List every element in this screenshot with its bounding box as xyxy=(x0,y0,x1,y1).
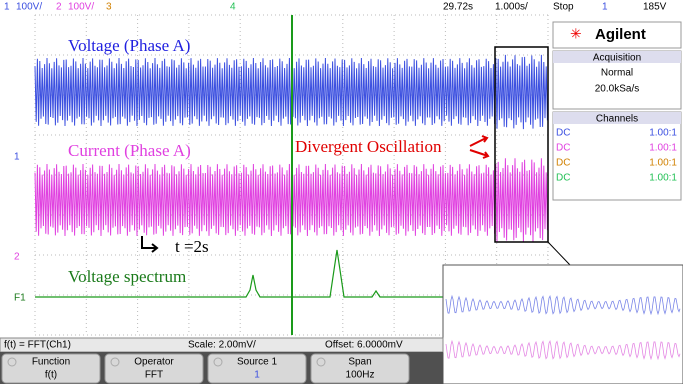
math-marker: F1 xyxy=(14,293,26,304)
time-label: t =2s xyxy=(175,237,209,256)
softkey-value: 100Hz xyxy=(346,370,375,381)
ch2: 2 xyxy=(56,2,62,13)
coupling: DC xyxy=(556,128,570,139)
probe: 1.00:1 xyxy=(649,143,677,154)
status-function: f(t) = FFT(Ch1) xyxy=(4,340,71,351)
coupling: DC xyxy=(556,143,570,154)
probe: 1.00:1 xyxy=(649,158,677,169)
channels-box xyxy=(553,112,681,200)
ch4: 4 xyxy=(230,2,236,13)
acq-rate: 20.0kSa/s xyxy=(595,84,639,95)
logo: ✳ xyxy=(570,26,582,42)
softkey-label: Source 1 xyxy=(237,357,277,368)
ch1-marker: 1 xyxy=(14,152,20,163)
current-label: Current (Phase A) xyxy=(68,141,191,160)
status-scale: Scale: 2.00mV/ xyxy=(188,340,256,351)
trigger-source: 1 xyxy=(602,2,608,13)
ch2-scale: 100V/ xyxy=(68,2,94,13)
divergent-label: Divergent Oscillation xyxy=(295,137,442,156)
softkey-label: Function xyxy=(32,357,70,368)
acq-mode: Normal xyxy=(601,68,633,79)
timebase: 1.000s/ xyxy=(495,2,528,13)
voltage-label: Voltage (Phase A) xyxy=(68,36,190,55)
time: 29.72s xyxy=(443,2,473,13)
softkey-value: 1 xyxy=(254,370,260,381)
ch2-marker: 2 xyxy=(14,252,20,263)
acq-title: Acquisition xyxy=(593,53,641,64)
status-offset: Offset: 6.0000mV xyxy=(325,340,403,351)
ch3: 3 xyxy=(106,2,112,13)
softkey-value: f(t) xyxy=(45,370,57,381)
spectrum-label: Voltage spectrum xyxy=(68,267,186,286)
ch1: 1 xyxy=(4,2,10,13)
brand: Agilent xyxy=(595,26,646,43)
scope-screen: 1 100V/ 2 100V/ 3 4 29.72s 1.000s/ Stop … xyxy=(0,0,683,384)
softkey-label: Operator xyxy=(134,357,174,368)
channels-title: Channels xyxy=(596,114,638,125)
softkey-value: FFT xyxy=(145,370,163,381)
coupling: DC xyxy=(556,173,570,184)
ch1-scale: 100V/ xyxy=(16,2,42,13)
probe: 1.00:1 xyxy=(649,128,677,139)
trigger-level: 185V xyxy=(643,2,667,13)
probe: 1.00:1 xyxy=(649,173,677,184)
zoom-inset xyxy=(443,265,683,384)
status: Stop xyxy=(553,2,574,13)
softkey-label: Span xyxy=(348,357,371,368)
coupling: DC xyxy=(556,158,570,169)
